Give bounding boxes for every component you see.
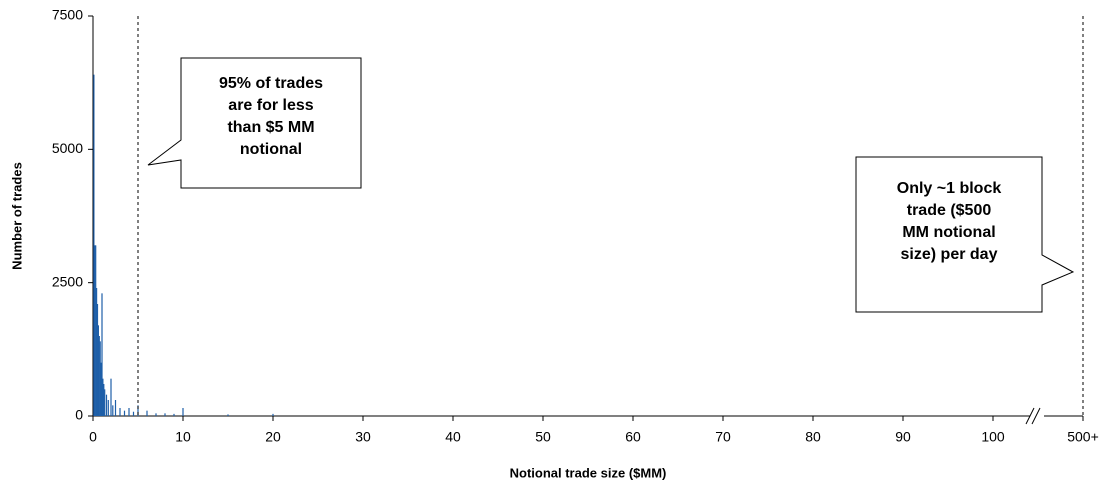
- x-tick-label: 60: [625, 429, 641, 445]
- callout-text: than $5 MM: [227, 119, 314, 136]
- x-tick-label: 30: [355, 429, 371, 445]
- bar: [119, 408, 121, 416]
- bar: [182, 408, 184, 416]
- bar: [227, 414, 229, 416]
- bar: [155, 413, 157, 416]
- callout-text: are for less: [228, 97, 313, 114]
- bar: [96, 304, 99, 416]
- bar: [112, 405, 114, 416]
- x-tick-label: 50: [535, 429, 551, 445]
- bar: [98, 336, 100, 416]
- callout-text: MM notional: [902, 224, 995, 241]
- axis-break: [1025, 407, 1035, 425]
- bar: [164, 413, 166, 416]
- x-tick-label: 0: [89, 429, 97, 445]
- callout-text: notional: [240, 141, 302, 158]
- bar: [173, 413, 175, 416]
- bar: [132, 411, 135, 416]
- x-tick-label: 10: [175, 429, 191, 445]
- callout-box: [855, 156, 1075, 313]
- bar: [95, 245, 97, 416]
- bar: [137, 405, 139, 416]
- x-tick-label: 20: [265, 429, 281, 445]
- bar: [146, 410, 148, 416]
- y-tick-label: 0: [75, 407, 83, 423]
- x-tick-label: 80: [805, 429, 821, 445]
- x-tick-label: 90: [895, 429, 911, 445]
- x-tick-label: 500+: [1067, 429, 1099, 445]
- bar: [105, 394, 108, 416]
- bar: [99, 341, 101, 416]
- x-tick-label: 100: [981, 429, 1005, 445]
- x-tick-label: 40: [445, 429, 461, 445]
- x-axis-title: Notional trade size ($MM): [510, 465, 667, 480]
- bar: [94, 245, 96, 416]
- callout-text: size) per day: [901, 246, 998, 263]
- bar: [272, 413, 274, 416]
- bar: [110, 378, 112, 416]
- bar: [128, 408, 130, 416]
- bar: [101, 293, 103, 416]
- callout-box: [147, 57, 362, 189]
- y-axis-title: Number of trades: [9, 162, 24, 270]
- y-tick-label: 7500: [52, 7, 83, 23]
- y-tick-label: 2500: [52, 273, 83, 289]
- bar: [114, 400, 117, 416]
- x-tick-label: 70: [715, 429, 731, 445]
- bar: [97, 325, 99, 416]
- callout-text: trade ($500: [907, 202, 992, 219]
- bar: [102, 378, 104, 416]
- y-tick-label: 5000: [52, 140, 83, 156]
- bar: [96, 288, 98, 416]
- axis-break: [1031, 407, 1041, 425]
- bar: [104, 389, 106, 416]
- bar: [123, 410, 126, 416]
- bar: [100, 362, 102, 416]
- bar: [93, 74, 95, 417]
- bar: [103, 384, 105, 416]
- callout-text: Only ~1 block: [897, 180, 1002, 197]
- callout-text: 95% of trades: [219, 75, 323, 92]
- bar: [107, 400, 109, 416]
